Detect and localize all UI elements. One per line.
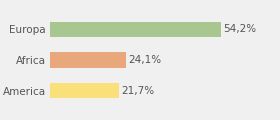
Bar bbox=[50, 52, 126, 68]
Text: 24,1%: 24,1% bbox=[129, 55, 162, 65]
Text: 21,7%: 21,7% bbox=[121, 86, 154, 96]
Bar bbox=[50, 22, 221, 37]
Text: 54,2%: 54,2% bbox=[224, 24, 257, 34]
Bar bbox=[50, 83, 118, 98]
